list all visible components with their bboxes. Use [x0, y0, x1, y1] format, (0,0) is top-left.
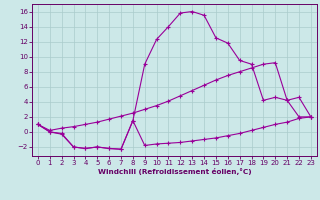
X-axis label: Windchill (Refroidissement éolien,°C): Windchill (Refroidissement éolien,°C): [98, 168, 251, 175]
